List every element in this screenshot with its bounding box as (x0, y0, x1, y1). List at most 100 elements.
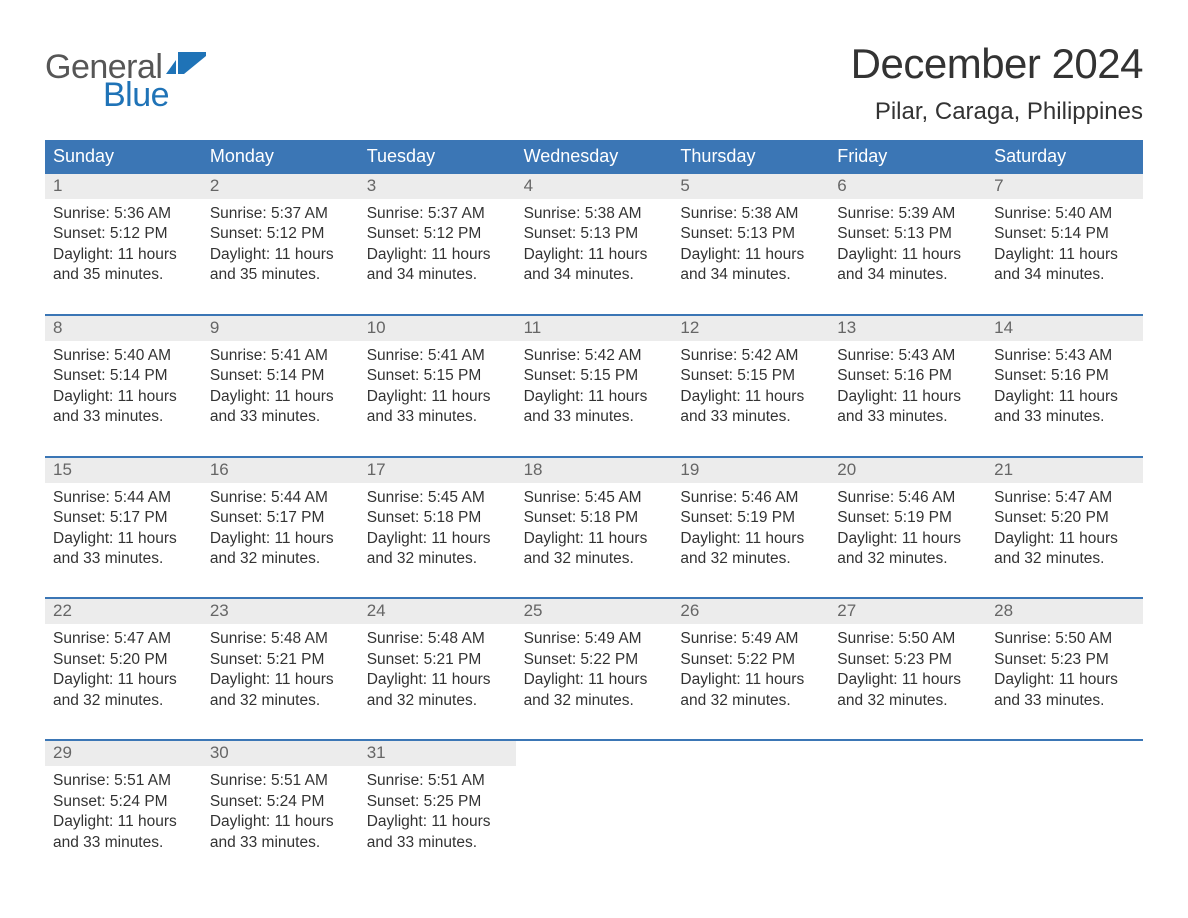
week-row: 1Sunrise: 5:36 AMSunset: 5:12 PMDaylight… (45, 174, 1143, 296)
day-number: 31 (359, 741, 516, 766)
day-number: 15 (45, 458, 202, 483)
day-info: Sunrise: 5:38 AMSunset: 5:13 PMDaylight:… (524, 204, 665, 286)
day-cell: 15 Sunrise: 5:44 AMSunset: 5:17 PMDayligh… (45, 458, 202, 580)
day-cell: 10 Sunrise: 5:41 AMSunset: 5:15 PMDayligh… (359, 316, 516, 438)
day-info: Sunrise: 5:50 AMSunset: 5:23 PMDaylight:… (994, 629, 1135, 711)
weekday-header: Wednesday (516, 140, 673, 174)
day-cell: 23 Sunrise: 5:48 AMSunset: 5:21 PMDayligh… (202, 599, 359, 721)
title-block: December 2024 Pilar, Caraga, Philippines (851, 40, 1143, 126)
location: Pilar, Caraga, Philippines (851, 98, 1143, 126)
day-number: 3 (359, 174, 516, 199)
day-cell: 11 Sunrise: 5:42 AMSunset: 5:15 PMDayligh… (516, 316, 673, 438)
day-number: 2 (202, 174, 359, 199)
day-cell: 22 Sunrise: 5:47 AMSunset: 5:20 PMDayligh… (45, 599, 202, 721)
day-cell (672, 741, 829, 863)
day-number: 18 (516, 458, 673, 483)
day-cell: 2 Sunrise: 5:37 AMSunset: 5:12 PMDaylight… (202, 174, 359, 296)
day-info: Sunrise: 5:40 AMSunset: 5:14 PMDaylight:… (53, 346, 194, 428)
day-number: 19 (672, 458, 829, 483)
logo: General Blue (45, 40, 206, 112)
day-cell: 17Sunrise: 5:45 AMSunset: 5:18 PMDayligh… (359, 458, 516, 580)
day-number: 25 (516, 599, 673, 624)
day-info: Sunrise: 5:49 AMSunset: 5:22 PMDaylight:… (524, 629, 665, 711)
day-cell: 31 Sunrise: 5:51 AMSunset: 5:25 PMDayligh… (359, 741, 516, 863)
day-info: Sunrise: 5:39 AMSunset: 5:13 PMDaylight:… (837, 204, 978, 286)
day-cell: 4Sunrise: 5:38 AMSunset: 5:13 PMDaylight… (516, 174, 673, 296)
month-title: December 2024 (851, 40, 1143, 88)
day-info: Sunrise: 5:43 AMSunset: 5:16 PMDaylight:… (994, 346, 1135, 428)
day-info: Sunrise: 5:48 AMSunset: 5:21 PMDaylight:… (367, 629, 508, 711)
weekday-header: Saturday (986, 140, 1143, 174)
day-info: Sunrise: 5:44 AMSunset: 5:17 PMDaylight:… (210, 488, 351, 570)
week-row: 22 Sunrise: 5:47 AMSunset: 5:20 PMDayligh… (45, 597, 1143, 721)
day-cell: 16 Sunrise: 5:44 AMSunset: 5:17 PMDayligh… (202, 458, 359, 580)
day-info: Sunrise: 5:47 AMSunset: 5:20 PMDaylight:… (994, 488, 1135, 570)
day-number: 5 (672, 174, 829, 199)
week-row: 8 Sunrise: 5:40 AMSunset: 5:14 PMDaylight… (45, 314, 1143, 438)
day-number: 14 (986, 316, 1143, 341)
day-cell: 30Sunrise: 5:51 AMSunset: 5:24 PMDayligh… (202, 741, 359, 863)
weekday-header: Monday (202, 140, 359, 174)
day-cell: 26 Sunrise: 5:49 AMSunset: 5:22 PMDayligh… (672, 599, 829, 721)
day-info: Sunrise: 5:42 AMSunset: 5:15 PMDaylight:… (680, 346, 821, 428)
day-info: Sunrise: 5:40 AMSunset: 5:14 PMDaylight:… (994, 204, 1135, 286)
day-number: 7 (986, 174, 1143, 199)
calendar: Sunday Monday Tuesday Wednesday Thursday… (45, 140, 1143, 863)
day-cell: 6Sunrise: 5:39 AMSunset: 5:13 PMDaylight… (829, 174, 986, 296)
logo-word-2: Blue (45, 78, 206, 112)
day-cell (986, 741, 1143, 863)
day-info: Sunrise: 5:41 AMSunset: 5:15 PMDaylight:… (367, 346, 508, 428)
day-info: Sunrise: 5:45 AMSunset: 5:18 PMDaylight:… (367, 488, 508, 570)
day-info: Sunrise: 5:36 AMSunset: 5:12 PMDaylight:… (53, 204, 194, 286)
day-info: Sunrise: 5:46 AMSunset: 5:19 PMDaylight:… (680, 488, 821, 570)
day-cell: 9Sunrise: 5:41 AMSunset: 5:14 PMDaylight… (202, 316, 359, 438)
day-cell (516, 741, 673, 863)
day-number: 28 (986, 599, 1143, 624)
day-cell: 8 Sunrise: 5:40 AMSunset: 5:14 PMDaylight… (45, 316, 202, 438)
day-cell: 29 Sunrise: 5:51 AMSunset: 5:24 PMDayligh… (45, 741, 202, 863)
day-cell: 21 Sunrise: 5:47 AMSunset: 5:20 PMDayligh… (986, 458, 1143, 580)
day-cell: 25 Sunrise: 5:49 AMSunset: 5:22 PMDayligh… (516, 599, 673, 721)
header: General Blue December 2024 Pilar, Caraga… (45, 40, 1143, 126)
day-info: Sunrise: 5:41 AMSunset: 5:14 PMDaylight:… (210, 346, 351, 428)
day-cell (829, 741, 986, 863)
day-info: Sunrise: 5:48 AMSunset: 5:21 PMDaylight:… (210, 629, 351, 711)
day-cell: 24 Sunrise: 5:48 AMSunset: 5:21 PMDayligh… (359, 599, 516, 721)
day-number: 8 (45, 316, 202, 341)
day-info: Sunrise: 5:47 AMSunset: 5:20 PMDaylight:… (53, 629, 194, 711)
day-cell: 5 Sunrise: 5:38 AMSunset: 5:13 PMDaylight… (672, 174, 829, 296)
day-cell: 20Sunrise: 5:46 AMSunset: 5:19 PMDayligh… (829, 458, 986, 580)
weekday-header-row: Sunday Monday Tuesday Wednesday Thursday… (45, 140, 1143, 174)
weekday-header: Thursday (672, 140, 829, 174)
day-number: 29 (45, 741, 202, 766)
day-info: Sunrise: 5:50 AMSunset: 5:23 PMDaylight:… (837, 629, 978, 711)
day-info: Sunrise: 5:51 AMSunset: 5:24 PMDaylight:… (53, 771, 194, 853)
day-info: Sunrise: 5:46 AMSunset: 5:19 PMDaylight:… (837, 488, 978, 570)
weekday-header: Sunday (45, 140, 202, 174)
day-number: 10 (359, 316, 516, 341)
day-info: Sunrise: 5:44 AMSunset: 5:17 PMDaylight:… (53, 488, 194, 570)
day-cell: 1Sunrise: 5:36 AMSunset: 5:12 PMDaylight… (45, 174, 202, 296)
day-number: 23 (202, 599, 359, 624)
week-row: 29 Sunrise: 5:51 AMSunset: 5:24 PMDayligh… (45, 739, 1143, 863)
day-info: Sunrise: 5:37 AMSunset: 5:12 PMDaylight:… (367, 204, 508, 286)
day-number: 16 (202, 458, 359, 483)
day-cell: 7 Sunrise: 5:40 AMSunset: 5:14 PMDaylight… (986, 174, 1143, 296)
day-info: Sunrise: 5:37 AMSunset: 5:12 PMDaylight:… (210, 204, 351, 286)
day-number: 22 (45, 599, 202, 624)
day-cell: 27Sunrise: 5:50 AMSunset: 5:23 PMDayligh… (829, 599, 986, 721)
day-info: Sunrise: 5:45 AMSunset: 5:18 PMDaylight:… (524, 488, 665, 570)
day-info: Sunrise: 5:51 AMSunset: 5:25 PMDaylight:… (367, 771, 508, 853)
logo-flag-icon (166, 46, 206, 80)
day-info: Sunrise: 5:42 AMSunset: 5:15 PMDaylight:… (524, 346, 665, 428)
day-cell: 28 Sunrise: 5:50 AMSunset: 5:23 PMDayligh… (986, 599, 1143, 721)
day-number: 24 (359, 599, 516, 624)
day-number: 21 (986, 458, 1143, 483)
day-number: 11 (516, 316, 673, 341)
day-info: Sunrise: 5:38 AMSunset: 5:13 PMDaylight:… (680, 204, 821, 286)
day-cell: 12 Sunrise: 5:42 AMSunset: 5:15 PMDayligh… (672, 316, 829, 438)
day-number: 26 (672, 599, 829, 624)
day-cell: 3 Sunrise: 5:37 AMSunset: 5:12 PMDaylight… (359, 174, 516, 296)
day-number: 12 (672, 316, 829, 341)
day-info: Sunrise: 5:49 AMSunset: 5:22 PMDaylight:… (680, 629, 821, 711)
